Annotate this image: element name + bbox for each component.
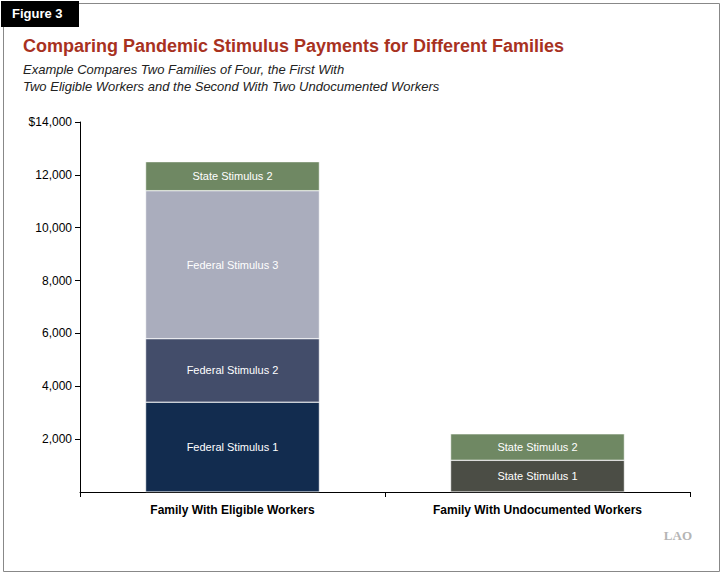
svg-text:State Stimulus 2: State Stimulus 2 xyxy=(192,170,272,182)
svg-text:4,000: 4,000 xyxy=(42,379,72,393)
svg-text:$14,000: $14,000 xyxy=(29,115,73,129)
svg-text:8,000: 8,000 xyxy=(42,274,72,288)
svg-text:LAO: LAO xyxy=(664,528,692,543)
svg-text:Federal Stimulus 1: Federal Stimulus 1 xyxy=(187,441,279,453)
svg-text:Two Eligible Workers and the S: Two Eligible Workers and the Second With… xyxy=(23,79,440,94)
svg-text:Federal Stimulus 2: Federal Stimulus 2 xyxy=(187,364,279,376)
svg-text:State Stimulus 2: State Stimulus 2 xyxy=(497,441,577,453)
svg-text:2,000: 2,000 xyxy=(42,432,72,446)
svg-text:6,000: 6,000 xyxy=(42,326,72,340)
svg-text:State Stimulus 1: State Stimulus 1 xyxy=(497,470,577,482)
svg-text:12,000: 12,000 xyxy=(35,168,72,182)
svg-text:Example Compares Two Families: Example Compares Two Families of Four, t… xyxy=(23,62,344,77)
svg-text:Figure 3: Figure 3 xyxy=(12,6,63,21)
svg-text:Comparing Pandemic Stimulus Pa: Comparing Pandemic Stimulus Payments for… xyxy=(23,36,564,56)
svg-text:Family With Undocumented Worke: Family With Undocumented Workers xyxy=(433,503,642,517)
svg-text:Federal Stimulus 3: Federal Stimulus 3 xyxy=(187,259,279,271)
svg-text:10,000: 10,000 xyxy=(35,221,72,235)
svg-text:Family With Eligible Workers: Family With Eligible Workers xyxy=(150,503,315,517)
